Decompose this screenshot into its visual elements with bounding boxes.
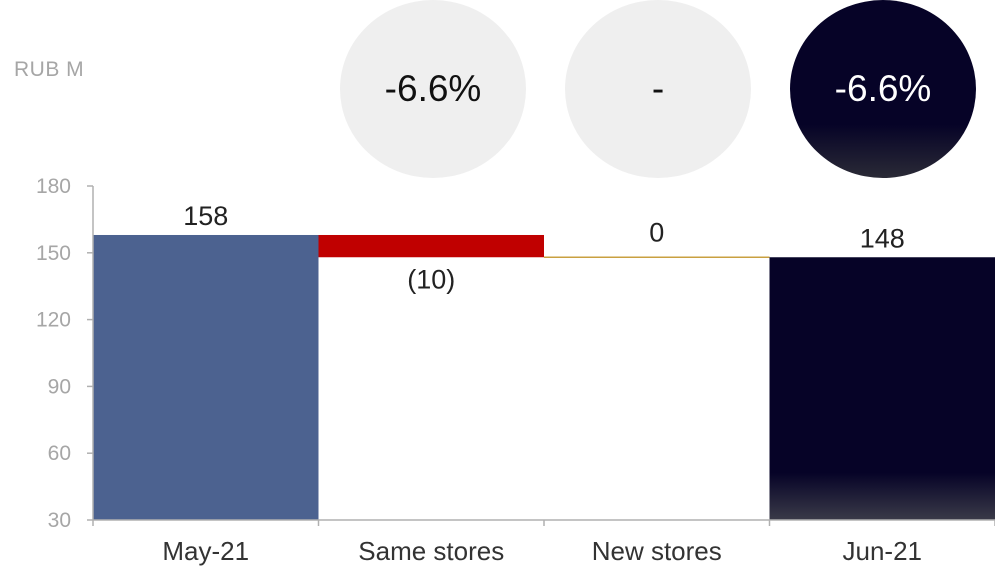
y-tick-label: 120 xyxy=(36,309,71,332)
start-total-bar xyxy=(93,234,319,520)
axes-group: 180 150 120 90 60 30 xyxy=(36,175,995,532)
x-category-label: May-21 xyxy=(162,536,249,566)
y-tick-label: 60 xyxy=(48,442,71,465)
growth-bubble-value: -6.6% xyxy=(834,68,932,109)
growth-bubble-new-stores: - xyxy=(565,0,751,178)
data-label: 0 xyxy=(649,217,664,247)
growth-bubble-value: - xyxy=(651,68,665,109)
data-label: 158 xyxy=(183,201,228,231)
y-axis-unit-label: RUB M xyxy=(14,58,85,81)
y-tick-label: 30 xyxy=(48,509,71,532)
data-label: (10) xyxy=(407,264,455,294)
x-category-label: Same stores xyxy=(358,536,504,566)
labels-group: 158 May-21 (10) Same stores 0 New stores 148 Ju… xyxy=(162,201,922,566)
decrease-bar xyxy=(318,234,544,258)
x-category-label: New stores xyxy=(592,536,722,566)
bars-group xyxy=(93,234,995,520)
y-tick-label: 180 xyxy=(36,175,71,198)
growth-bubble-value: -6.6% xyxy=(384,68,482,109)
y-tick-label: 90 xyxy=(48,375,71,398)
y-tick-label: 150 xyxy=(36,242,71,265)
x-category-label: Jun-21 xyxy=(843,536,923,566)
growth-bubble-total: -6.6% xyxy=(790,0,976,178)
growth-bubble-same-stores: -6.6% xyxy=(340,0,526,178)
end-total-bar xyxy=(769,257,995,520)
data-label: 148 xyxy=(860,223,905,253)
